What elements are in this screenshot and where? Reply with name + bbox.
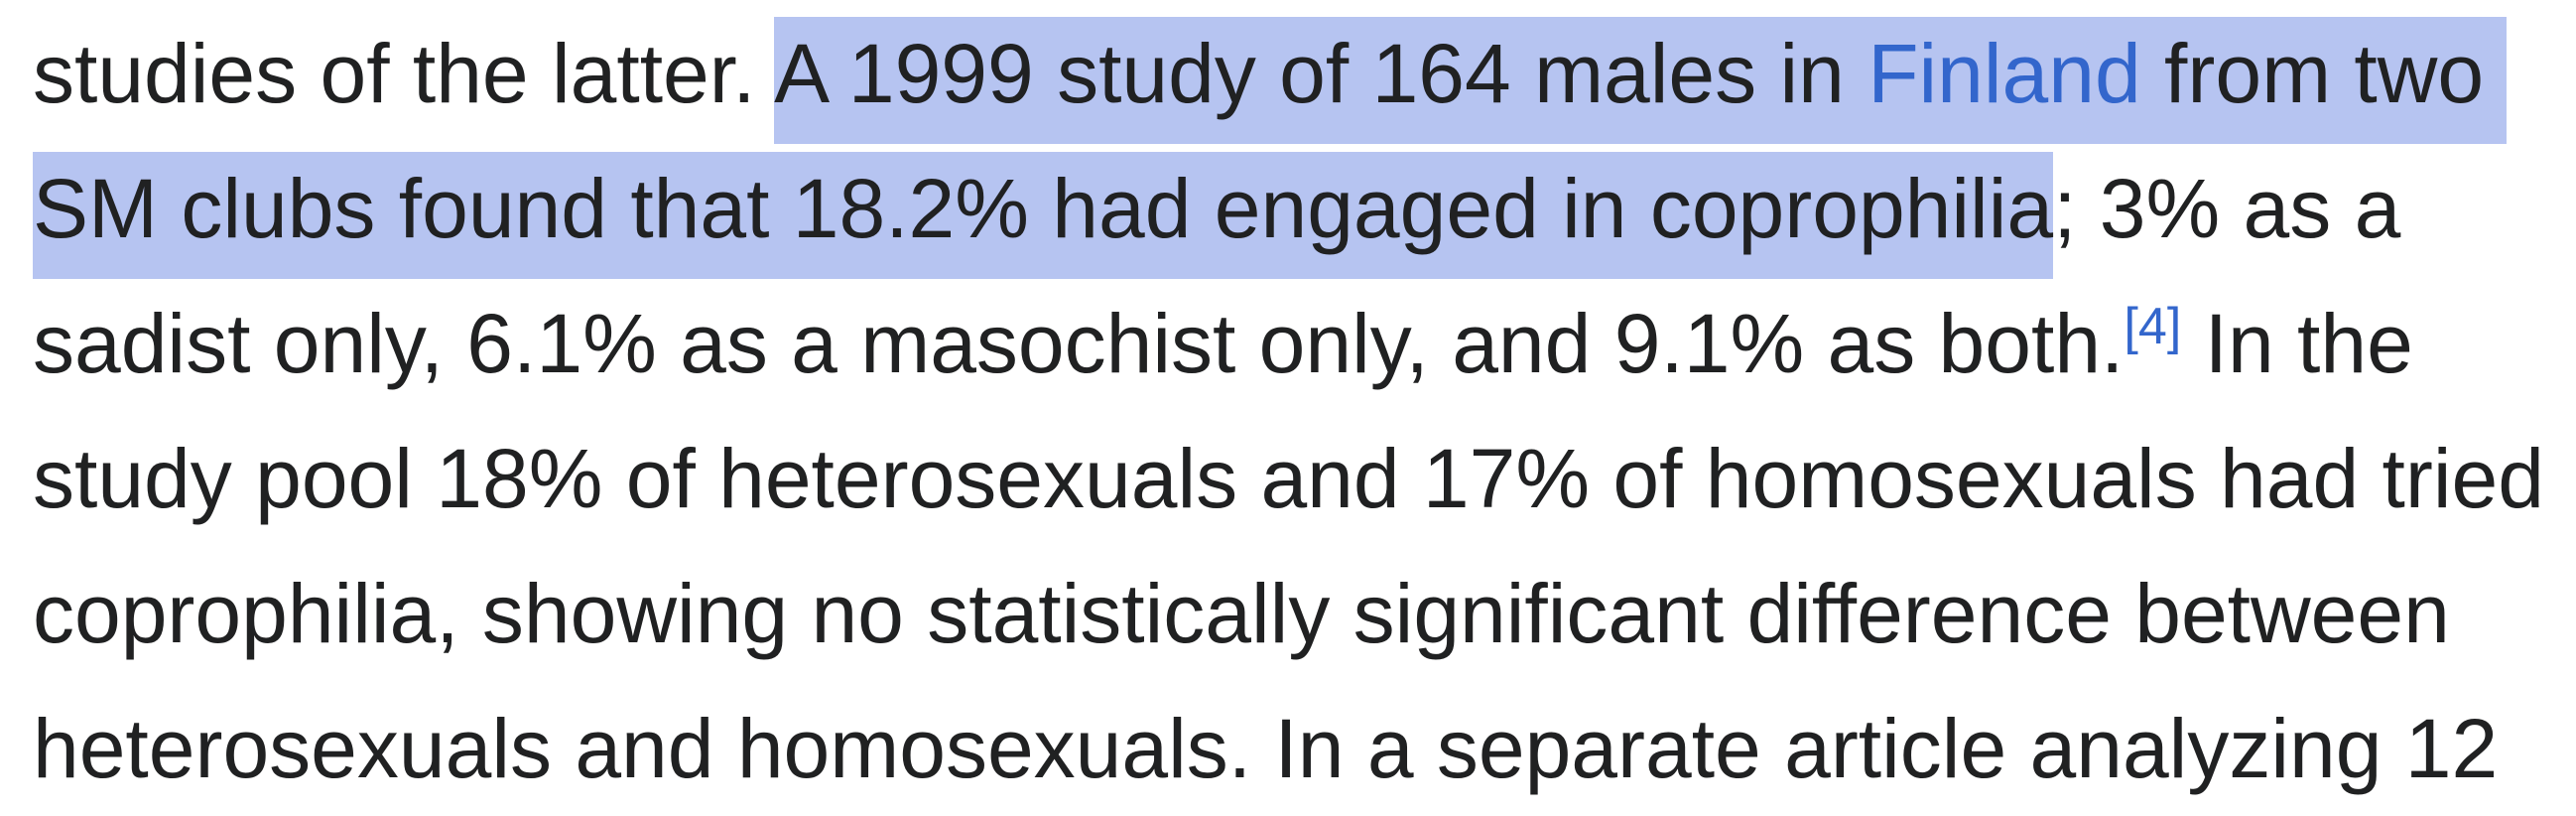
text-line: heterosexuals and homosexuals. In a sepa… (33, 681, 2576, 816)
finland-link[interactable]: Finland (1868, 17, 2141, 144)
text-line: SM clubs found that 18.2% had engaged in… (33, 141, 2576, 279)
citation-4-link[interactable]: [4] (2124, 298, 2182, 356)
text-segment: coprophilia, showing no statistically si… (33, 567, 2450, 660)
text-segment: study pool 18% of heterosexuals and 17% … (33, 432, 2544, 525)
text-segment: studies of the latter. (33, 27, 775, 120)
selected-text-segment: from two (2140, 17, 2508, 144)
text-segment: ; 3% as a (2053, 162, 2401, 255)
text-segment: In the (2181, 297, 2413, 390)
text-line: studies of the latter. A 1999 study of 1… (33, 6, 2576, 144)
text-line: sadist only, 6.1% as a masochist only, a… (33, 276, 2576, 411)
selected-text-segment: A 1999 study of 164 males in (774, 17, 1868, 144)
text-segment: heterosexuals and homosexuals. In a sepa… (33, 702, 2499, 795)
selected-text-segment: SM clubs found that 18.2% had engaged in… (33, 152, 2054, 279)
text-line: study pool 18% of heterosexuals and 17% … (33, 411, 2576, 546)
text-line: coprophilia, showing no statistically si… (33, 546, 2576, 681)
text-segment: sadist only, 6.1% as a masochist only, a… (33, 297, 2125, 390)
